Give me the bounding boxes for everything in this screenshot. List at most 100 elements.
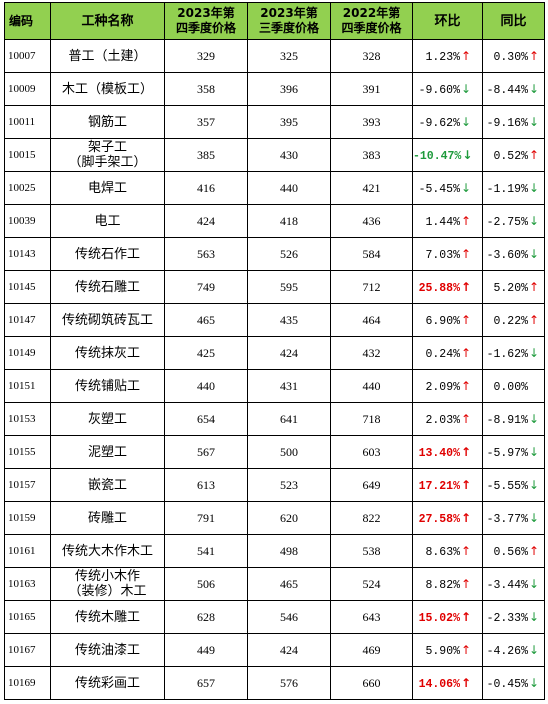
cell-code: 10011 <box>4 105 51 139</box>
cell-q4-2023: 385 <box>164 138 248 172</box>
yoy-value: -9.16% <box>486 116 528 130</box>
cell-code: 10161 <box>4 534 51 568</box>
cell-q3-2023: 526 <box>247 237 331 271</box>
cell-q3-2023: 576 <box>247 666 331 700</box>
cell-q4-2023: 506 <box>164 567 248 601</box>
cell-q3-2023: 431 <box>247 369 331 403</box>
cell-qoq: 13.40%↑ <box>412 435 483 469</box>
cell-name: 传统木雕工 <box>50 600 165 634</box>
cell-code: 10165 <box>4 600 51 634</box>
cell-code: 10169 <box>4 666 51 700</box>
cell-qoq: 8.82%↑ <box>412 567 483 601</box>
cell-yoy: -3.60%↓ <box>482 237 545 271</box>
cell-q3-2023: 430 <box>247 138 331 172</box>
cell-q4-2022: 660 <box>330 666 413 700</box>
qoq-value: 0.24% <box>425 347 460 361</box>
arrow-down-icon: ↓ <box>529 345 540 360</box>
yoy-value: -5.97% <box>486 446 528 460</box>
cell-name: 钢筋工 <box>50 105 165 139</box>
arrow-down-icon: ↓ <box>529 411 540 426</box>
qoq-value: 13.40% <box>418 446 460 460</box>
yoy-value: 5.20% <box>493 281 528 295</box>
qoq-value: 17.21% <box>418 479 460 493</box>
table-row: 10147 传统砌筑砖瓦工 465 435 464 6.90%↑ 0.22%↑ <box>4 303 545 337</box>
cell-yoy: 5.20%↑ <box>482 270 545 304</box>
cell-q4-2023: 567 <box>164 435 248 469</box>
header-q4-2022: 2022年第 四季度价格 <box>330 2 413 40</box>
cell-q4-2022: 643 <box>330 600 413 634</box>
cell-code: 10143 <box>4 237 51 271</box>
cell-qoq: 6.90%↑ <box>412 303 483 337</box>
cell-name: 传统铺贴工 <box>50 369 165 403</box>
yoy-value: 0.30% <box>493 50 528 64</box>
cell-q4-2022: 649 <box>330 468 413 502</box>
cell-q4-2022: 393 <box>330 105 413 139</box>
header-q3-2023-line1: 2023年第 <box>260 6 318 20</box>
cell-q4-2023: 329 <box>164 39 248 73</box>
table-body: 10007 普工（土建） 329 325 328 1.23%↑ 0.30%↑ 10009 木工（… <box>4 39 545 700</box>
cell-q4-2023: 449 <box>164 633 248 667</box>
cell-yoy: -8.91%↓ <box>482 402 545 436</box>
header-q4-2023-line1: 2023年第 <box>177 6 235 20</box>
cell-q3-2023: 424 <box>247 336 331 370</box>
arrow-down-icon: ↓ <box>529 114 540 129</box>
cell-name: 传统大木作木工 <box>50 534 165 568</box>
yoy-value: -5.55% <box>486 479 528 493</box>
cell-code: 10157 <box>4 468 51 502</box>
cell-code: 10149 <box>4 336 51 370</box>
cell-qoq: 8.63%↑ <box>412 534 483 568</box>
yoy-value: -8.91% <box>486 413 528 427</box>
cell-q3-2023: 465 <box>247 567 331 601</box>
table-row: 10165 传统木雕工 628 546 643 15.02%↑ -2.33%↓ <box>4 600 545 634</box>
arrow-up-icon: ↑ <box>461 345 472 360</box>
table-row: 10039 电工 424 418 436 1.44%↑ -2.75%↓ <box>4 204 545 238</box>
arrow-up-icon: ↑ <box>461 609 472 624</box>
cell-q3-2023: 418 <box>247 204 331 238</box>
cell-qoq: 25.88%↑ <box>412 270 483 304</box>
cell-code: 10155 <box>4 435 51 469</box>
qoq-value: -9.60% <box>418 83 460 97</box>
table-row: 10155 泥塑工 567 500 603 13.40%↑ -5.97%↓ <box>4 435 545 469</box>
cell-q4-2023: 424 <box>164 204 248 238</box>
arrow-up-icon: ↑ <box>529 48 540 63</box>
cell-q4-2022: 718 <box>330 402 413 436</box>
arrow-up-icon: ↑ <box>461 576 472 591</box>
arrow-up-icon: ↑ <box>461 675 472 690</box>
cell-name: 传统油漆工 <box>50 633 165 667</box>
cell-q3-2023: 396 <box>247 72 331 106</box>
arrow-up-icon: ↑ <box>461 378 472 393</box>
yoy-value: -2.75% <box>486 215 528 229</box>
cell-q4-2022: 440 <box>330 369 413 403</box>
cell-q3-2023: 620 <box>247 501 331 535</box>
cell-qoq: 0.24%↑ <box>412 336 483 370</box>
cell-code: 10025 <box>4 171 51 205</box>
qoq-value: 8.63% <box>425 545 460 559</box>
cell-q4-2022: 464 <box>330 303 413 337</box>
cell-qoq: 2.03%↑ <box>412 402 483 436</box>
qoq-value: 1.44% <box>425 215 460 229</box>
cell-q4-2023: 791 <box>164 501 248 535</box>
cell-yoy: -1.62%↓ <box>482 336 545 370</box>
cell-q3-2023: 424 <box>247 633 331 667</box>
arrow-down-icon: ↓ <box>529 477 540 492</box>
cell-qoq: -9.62%↓ <box>412 105 483 139</box>
cell-yoy: -5.55%↓ <box>482 468 545 502</box>
cell-qoq: 1.44%↑ <box>412 204 483 238</box>
cell-code: 10151 <box>4 369 51 403</box>
arrow-up-icon: ↑ <box>461 48 472 63</box>
cell-q4-2022: 538 <box>330 534 413 568</box>
arrow-down-icon: ↓ <box>529 510 540 525</box>
cell-q4-2022: 383 <box>330 138 413 172</box>
yoy-value: 0.22% <box>493 314 528 328</box>
cell-name: 传统石作工 <box>50 237 165 271</box>
cell-code: 10159 <box>4 501 51 535</box>
cell-q4-2022: 391 <box>330 72 413 106</box>
cell-q4-2022: 822 <box>330 501 413 535</box>
arrow-down-icon: ↓ <box>529 213 540 228</box>
arrow-up-icon: ↑ <box>461 279 472 294</box>
cell-q4-2023: 613 <box>164 468 248 502</box>
yoy-value: -0.45% <box>486 677 528 691</box>
cell-qoq: 14.06%↑ <box>412 666 483 700</box>
arrow-up-icon: ↑ <box>461 510 472 525</box>
cell-yoy: -0.45%↓ <box>482 666 545 700</box>
